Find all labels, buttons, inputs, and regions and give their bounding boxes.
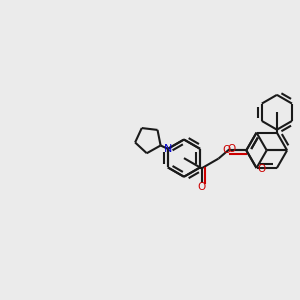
Text: O: O <box>258 164 266 175</box>
Text: O: O <box>197 182 206 192</box>
Text: O: O <box>227 144 236 154</box>
Text: N: N <box>164 144 172 154</box>
Text: O: O <box>222 145 230 155</box>
